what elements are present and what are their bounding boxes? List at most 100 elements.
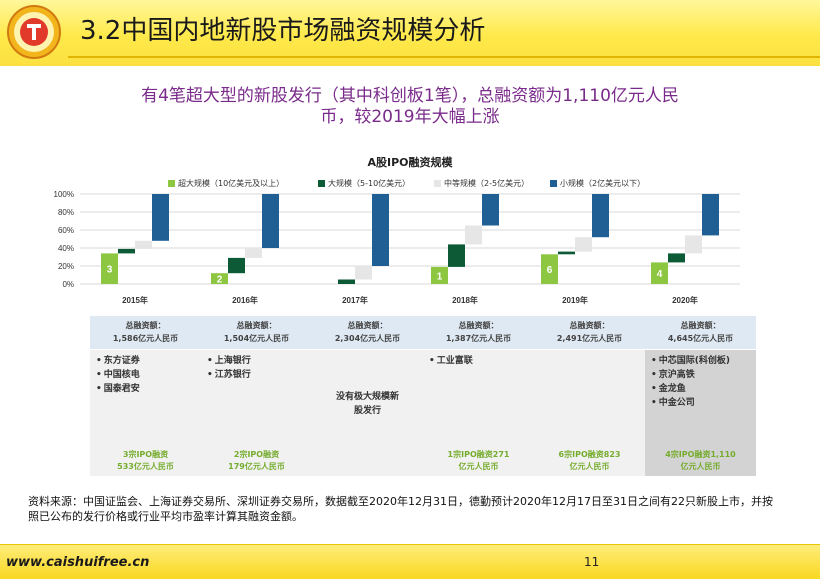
x-tick-label: 2018年 [452,295,478,305]
bar-large [668,253,685,263]
stacked-bar-chart: 0% 20% 40% 60% 80% 100% 3 2015年 2 2016年 2017年 1 2018… [54,190,740,305]
panel-footer: 6宗IPO融资823 亿元人民币 [534,449,645,473]
x-tick-label: 2015年 [122,295,148,305]
subtitle: 有4笔超大型的新股发行（其中科创板1笔），总融资额为1,110亿元人民 币，较2… [110,86,710,128]
page-number: 11 [584,555,600,569]
subtitle-line-1: 有4笔超大型的新股发行（其中科创板1笔），总融资额为1,110亿元人民 [141,86,679,106]
bar-count-label: 1 [437,271,443,282]
footer-bar: www.caishuifree.cn 11 [0,544,820,579]
y-tick-label: 100% [54,190,74,199]
panel-footer: 3宗IPO融资 533亿元人民币 [90,449,201,473]
y-tick-label: 20% [58,262,74,271]
panel-list-item: 中芯国际(科创板) [651,354,756,368]
ipo-panel: 总融资额： 4,645亿元人民币中芯国际(科创板)京沪高铁金龙鱼中金公司 4宗IPO… [645,316,756,476]
panel-list-item: 国泰君安 [96,382,201,396]
bar-small [592,194,609,238]
bar-medium [465,225,482,245]
bar-medium [685,235,702,254]
bar-count-label: 4 [657,269,663,280]
bar-large [338,279,355,284]
panel-footer-line-1: 6宗IPO融资823 [558,450,621,459]
panel-footer-line-2: 亿元人民币 [458,462,499,471]
x-tick-label: 2020年 [672,295,698,305]
panel-body: 中芯国际(科创板)京沪高铁金龙鱼中金公司 4宗IPO融资1,110 亿元人民币 [645,350,756,476]
panel-total-label: 总融资额： [680,321,721,330]
panel-total-value: 1,586亿元人民币 [112,334,179,343]
footer-website: www.caishuifree.cn [6,555,150,570]
bar-count-label: 3 [107,265,113,276]
ipo-panel: 总融资额： 2,304亿元人民币 没有极大规模新股发行 [312,316,423,476]
bar-medium [355,266,372,280]
panel-footer-line-1: 2宗IPO融资 [233,450,280,459]
panel-body: 工业富联 1宗IPO融资271 亿元人民币 [423,350,534,476]
bar-small [482,194,499,226]
panel-list-item: 京沪高铁 [651,368,756,382]
panel-footer-line-2: 亿元人民币 [569,462,610,471]
panel-total-label: 总融资额： [569,321,610,330]
bar-small [152,194,169,241]
bar-large [448,244,465,267]
panel-list: 东方证券中国核电国泰君安 [90,350,201,396]
panel-list [534,350,645,354]
panel-footer-line-2: 533亿元人民币 [117,462,174,471]
panel-body: 没有极大规模新股发行 [312,350,423,476]
panel-list-item: 江苏银行 [207,368,312,382]
bar-medium [135,240,152,249]
bar-small [372,194,389,266]
legend-swatch-medium [434,180,441,187]
legend-item-small: 小规模（2亿美元以下） [550,178,645,189]
bar-super [431,266,448,284]
legend-label-medium: 中等规模（2-5亿美元） [444,179,530,188]
panel-list-item: 上海银行 [207,354,312,368]
x-tick-label: 2019年 [562,295,588,305]
panel-total-label: 总融资额： [458,321,499,330]
legend-label-small: 小规模（2亿美元以下） [560,179,646,188]
panel-footer: 1宗IPO融资271 亿元人民币 [423,449,534,473]
legend-label-super: 超大规模（10亿美元及以上） [178,179,285,188]
panel-total-value: 4,645亿元人民币 [667,334,734,343]
panel-total-label: 总融资额： [236,321,277,330]
title-rule [68,56,820,58]
ipo-panel: 总融资额： 1,504亿元人民币上海银行江苏银行 2宗IPO融资 179亿元人民币 [201,316,312,476]
logo-icon [7,5,61,59]
legend-swatch-large [318,180,325,187]
legend-item-medium: 中等规模（2-5亿美元） [434,178,529,189]
title-bar: 3.2中国内地新股市场融资规模分析 [0,0,820,66]
y-tick-label: 0% [62,280,74,289]
panel-list-item: 金龙鱼 [651,382,756,396]
panel-list: 上海银行江苏银行 [201,350,312,382]
legend-swatch-super [168,180,175,187]
y-tick-label: 40% [58,244,74,253]
chart-title: A股IPO融资规模 [367,156,453,169]
bar-count-label: 2 [217,275,223,286]
bar-super [101,253,118,284]
panel-total-value: 2,304亿元人民币 [334,334,401,343]
panel-header: 总融资额： 2,491亿元人民币 [534,316,645,349]
ipo-panel: 总融资额： 1,586亿元人民币东方证券中国核电国泰君安 3宗IPO融资 533亿元人… [90,316,201,476]
bar-small [702,194,719,236]
panel-footer-line-1: 1宗IPO融资271 [447,450,510,459]
panel-total-value: 1,387亿元人民币 [445,334,512,343]
panel-header: 总融资额： 1,387亿元人民币 [423,316,534,349]
panel-body: 东方证券中国核电国泰君安 3宗IPO融资 533亿元人民币 [90,350,201,476]
legend-item-large: 大规模（5-10亿美元） [318,178,410,189]
subtitle-line-2: 币，较2019年大幅上涨 [320,107,500,127]
y-tick-label: 60% [58,226,74,235]
panel-footer-line-1: 3宗IPO融资 [122,450,169,459]
panel-list-item: 东方证券 [96,354,201,368]
legend-item-super: 超大规模（10亿美元及以上） [168,178,284,189]
panel-total-value: 2,491亿元人民币 [556,334,623,343]
x-tick-label: 2016年 [232,295,258,305]
panel-header: 总融资额： 4,645亿元人民币 [645,316,756,349]
panel-footer-line-2: 179亿元人民币 [228,462,285,471]
panel-total-label: 总融资额： [125,321,166,330]
ipo-panel: 总融资额： 2,491亿元人民币 6宗IPO融资823 亿元人民币 [534,316,645,476]
x-tick-label: 2017年 [342,295,368,305]
panel-footer: 2宗IPO融资 179亿元人民币 [201,449,312,473]
panel-body: 上海银行江苏银行 2宗IPO融资 179亿元人民币 [201,350,312,476]
panel-note: 没有极大规模新股发行 [335,392,399,416]
bar-large [558,251,575,255]
bar-large [118,248,135,254]
legend-label-large: 大规模（5-10亿美元） [328,179,411,188]
panel-footer: 4宗IPO融资1,110 亿元人民币 [645,449,756,473]
